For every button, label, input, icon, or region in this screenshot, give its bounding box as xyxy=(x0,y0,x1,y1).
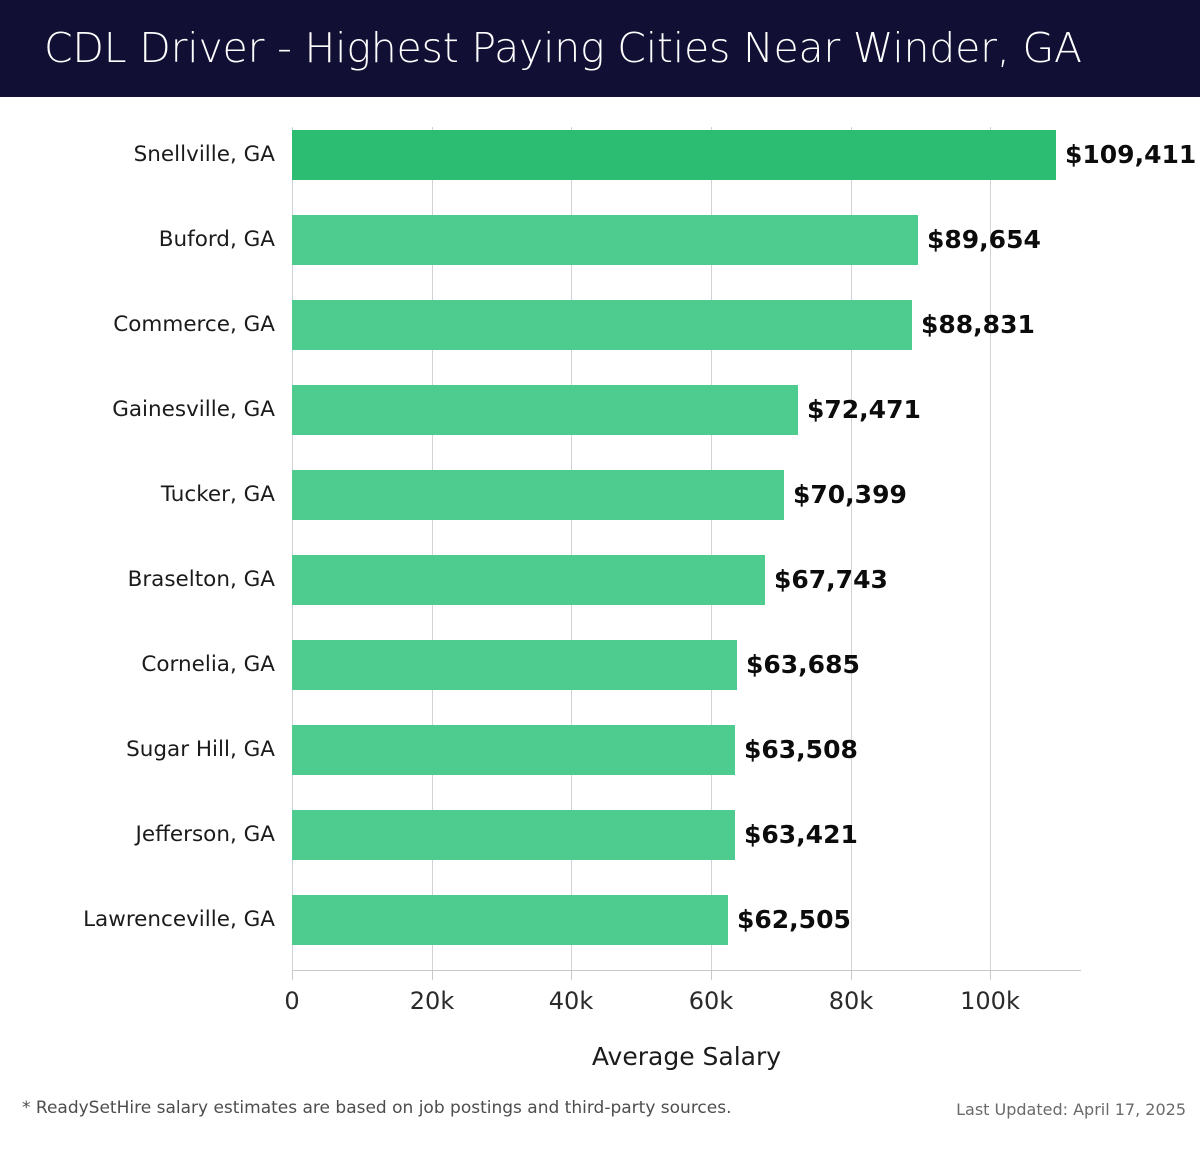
bar-value-label: $72,471 xyxy=(807,395,921,424)
bar[interactable] xyxy=(292,810,735,860)
bar[interactable] xyxy=(292,725,735,775)
chart-plot-area: 0 20k 40k 60k 80k 100k Snellville, GA $109,411… xyxy=(0,97,1200,1072)
category-label: Tucker, GA xyxy=(160,482,275,507)
category-label: Sugar Hill, GA xyxy=(126,737,275,762)
bar-value-label: $62,505 xyxy=(737,905,851,934)
bar-value-label: $67,743 xyxy=(774,565,888,594)
bar[interactable] xyxy=(292,215,918,265)
bar-row: Snellville, GA $109,411 xyxy=(0,130,1200,180)
bar-rows-layer: Snellville, GA $109,411 Buford, GA $89,654 C… xyxy=(0,97,1200,1072)
category-label: Lawrenceville, GA xyxy=(83,907,275,932)
bar-value-label: $88,831 xyxy=(921,310,1035,339)
category-label: Braselton, GA xyxy=(127,567,275,592)
category-label: Commerce, GA xyxy=(113,312,275,337)
bar[interactable] xyxy=(292,895,728,945)
bar[interactable] xyxy=(292,555,765,605)
bar-row: Braselton, GA $67,743 xyxy=(0,555,1200,605)
category-label: Buford, GA xyxy=(158,227,275,252)
bar[interactable] xyxy=(292,385,798,435)
bar-row: Sugar Hill, GA $63,508 xyxy=(0,725,1200,775)
bar-value-label: $70,399 xyxy=(793,480,907,509)
category-label: Jefferson, GA xyxy=(135,822,275,847)
x-axis-title: Average Salary xyxy=(591,1042,782,1071)
last-updated-text: Last Updated: April 17, 2025 xyxy=(956,1100,1186,1119)
bar-value-label: $109,411 xyxy=(1065,140,1197,169)
footer: * ReadySetHire salary estimates are base… xyxy=(0,1098,1200,1138)
header-bar: CDL Driver - Highest Paying Cities Near … xyxy=(0,0,1200,97)
bar-row: Commerce, GA $88,831 xyxy=(0,300,1200,350)
x-axis-line xyxy=(292,970,1081,971)
bar-row: Cornelia, GA $63,685 xyxy=(0,640,1200,690)
category-label: Snellville, GA xyxy=(133,142,275,167)
bar[interactable] xyxy=(292,470,784,520)
footnote-text: * ReadySetHire salary estimates are base… xyxy=(22,1098,732,1118)
bar-row: Buford, GA $89,654 xyxy=(0,215,1200,265)
bar[interactable] xyxy=(292,640,737,690)
bar-row: Jefferson, GA $63,421 xyxy=(0,810,1200,860)
bar-row: Tucker, GA $70,399 xyxy=(0,470,1200,520)
page-title: CDL Driver - Highest Paying Cities Near … xyxy=(44,24,1082,72)
bar-row: Lawrenceville, GA $62,505 xyxy=(0,895,1200,945)
bar[interactable] xyxy=(292,300,912,350)
bar-value-label: $63,685 xyxy=(746,650,860,679)
category-label: Gainesville, GA xyxy=(112,397,275,422)
bar-value-label: $63,421 xyxy=(744,820,858,849)
bar-value-label: $89,654 xyxy=(927,225,1041,254)
bar-value-label: $63,508 xyxy=(744,735,858,764)
bar-row: Gainesville, GA $72,471 xyxy=(0,385,1200,435)
category-label: Cornelia, GA xyxy=(141,652,275,677)
bar[interactable] xyxy=(292,130,1056,180)
